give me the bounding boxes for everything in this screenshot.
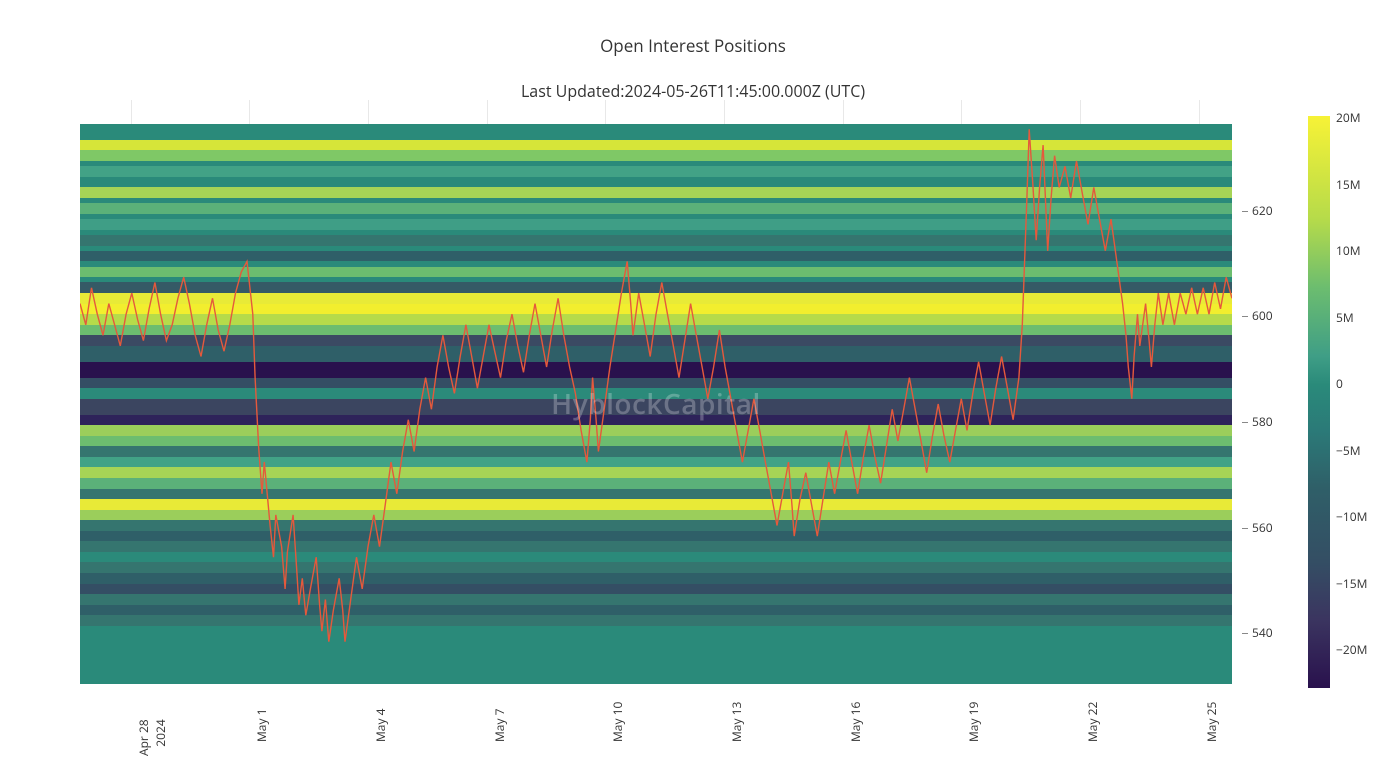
y-tick: 580 — [1242, 413, 1273, 430]
x-tick: Apr 282024 — [135, 719, 169, 756]
x-tick: May 25 — [1203, 702, 1220, 742]
colorbar-tick: 15M — [1336, 176, 1361, 193]
x-tick: May 13 — [728, 702, 745, 742]
x-tick: May 10 — [609, 702, 626, 742]
colorbar-tick: 20M — [1336, 109, 1361, 126]
grid-line — [605, 100, 606, 124]
colorbar-tick: 0 — [1336, 375, 1343, 392]
colorbar-tick: 5M — [1336, 309, 1354, 326]
grid-line — [131, 100, 132, 124]
grid-line — [843, 100, 844, 124]
grid-line — [487, 100, 488, 124]
plot-area[interactable]: HyblockCapital — [80, 124, 1232, 684]
colorbar — [1308, 116, 1330, 688]
grid-line — [1199, 100, 1200, 124]
grid-line — [724, 100, 725, 124]
colorbar-tick: −20M — [1336, 641, 1367, 658]
colorbar-tick: 10M — [1336, 242, 1361, 259]
x-tick: May 22 — [1084, 702, 1101, 742]
grid-line — [249, 100, 250, 124]
y-tick: 560 — [1242, 519, 1273, 536]
chart-title: Open Interest Positions — [0, 34, 1386, 57]
colorbar-tick: −10M — [1336, 508, 1367, 525]
colorbar-tick: −5M — [1336, 442, 1361, 459]
colorbar-tick: −15M — [1336, 575, 1367, 592]
x-tick: May 7 — [491, 709, 508, 742]
x-tick: May 4 — [372, 709, 389, 742]
grid-line — [961, 100, 962, 124]
y-tick: 540 — [1242, 624, 1273, 641]
price-line — [80, 129, 1232, 641]
y-tick: 600 — [1242, 307, 1273, 324]
grid-line — [368, 100, 369, 124]
x-tick: May 16 — [847, 702, 864, 742]
chart-subtitle: Last Updated:2024-05-26T11:45:00.000Z (U… — [0, 80, 1386, 102]
y-tick: 620 — [1242, 202, 1273, 219]
price-line-svg — [80, 124, 1232, 684]
x-tick: May 1 — [253, 709, 270, 742]
x-tick: May 19 — [965, 702, 982, 742]
grid-line — [1080, 100, 1081, 124]
